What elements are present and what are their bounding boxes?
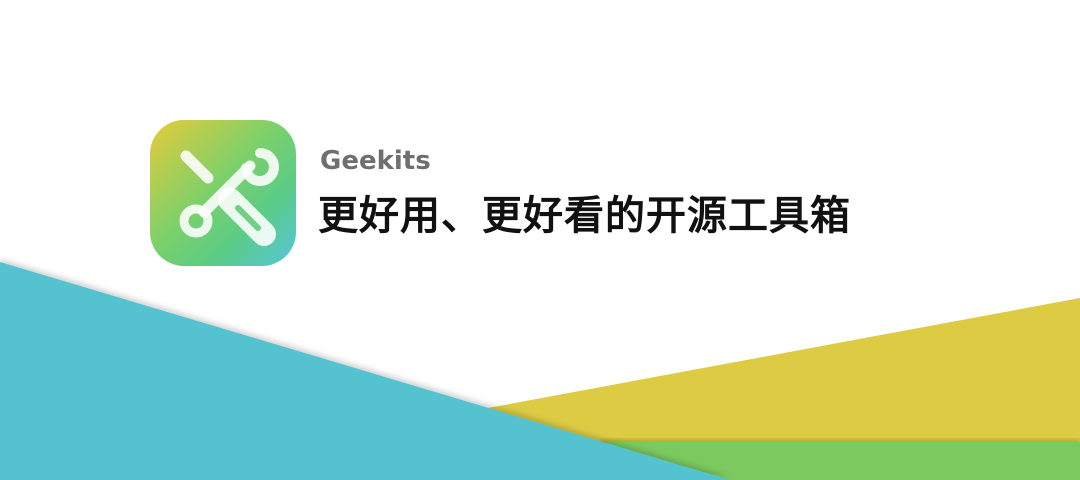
yellow-shape xyxy=(488,298,1080,480)
wrench-screwdriver-icon xyxy=(179,148,279,246)
app-name: Geekits xyxy=(320,146,431,176)
cyan-shape xyxy=(0,262,730,480)
green-shape xyxy=(600,442,1080,480)
app-logo xyxy=(150,120,296,266)
tagline: 更好用、更好看的开源工具箱 xyxy=(318,193,851,239)
